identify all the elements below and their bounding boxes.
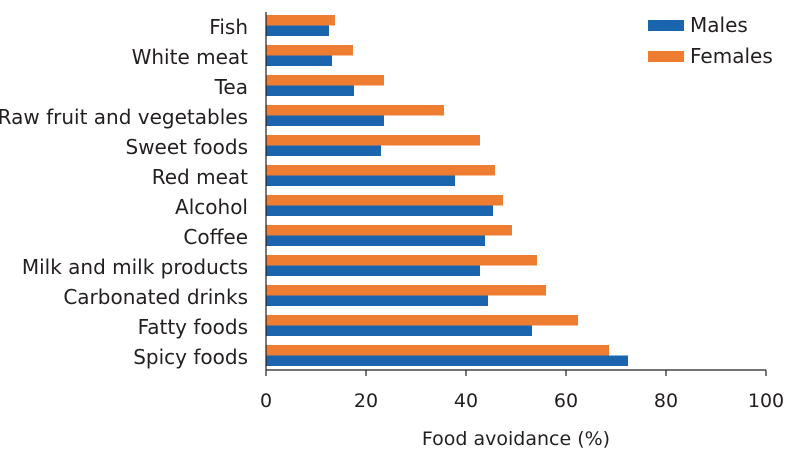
x-axis [265,12,766,371]
bar-males-fatty-foods [266,325,532,336]
legend-swatch-females [648,51,684,62]
bar-females-carbonated-drinks [266,285,546,296]
bar-males-red-meat [266,175,455,186]
bar-females-raw-fruit-and-vegetables [266,105,444,116]
bar-females-coffee [266,225,512,236]
bar-males-spicy-foods [266,355,628,366]
category-label-spicy-foods: Spicy foods [133,345,248,369]
category-label-red-meat: Red meat [152,165,248,189]
bar-females-alcohol [266,195,503,206]
bar-females-milk-and-milk-products [266,255,537,266]
bar-males-alcohol [266,205,493,216]
x-tick-label-40: 40 [454,390,478,412]
bar-males-fish [266,25,329,36]
bar-females-fish [266,15,335,26]
bar-males-tea [266,85,354,96]
category-label-coffee: Coffee [183,225,248,249]
bars-group [266,15,628,366]
bar-males-carbonated-drinks [266,295,488,306]
bar-females-spicy-foods [266,345,609,356]
category-label-sweet-foods: Sweet foods [126,135,249,159]
category-label-white-meat: White meat [132,45,249,69]
category-label-alcohol: Alcohol [175,195,248,219]
x-axis-label: Food avoidance (%) [422,428,610,450]
bar-females-tea [266,75,384,86]
bar-females-sweet-foods [266,135,480,146]
bar-males-raw-fruit-and-vegetables [266,115,384,126]
category-label-carbonated-drinks: Carbonated drinks [63,285,248,309]
category-label-fatty-foods: Fatty foods [138,315,248,339]
x-tick-labels: 0 20 40 60 80 100 [260,370,784,412]
bar-females-red-meat [266,165,495,176]
legend: Males Females [648,13,773,68]
bar-males-sweet-foods [266,145,381,156]
bar-females-fatty-foods [266,315,578,326]
x-tick-label-60: 60 [554,390,578,412]
category-label-tea: Tea [214,75,248,99]
x-tick-label-80: 80 [654,390,678,412]
x-tick-label-20: 20 [354,390,378,412]
legend-label-females: Females [690,44,773,68]
bar-males-coffee [266,235,485,246]
category-label-raw-fruit-and-vegetables: Raw fruit and vegetables [0,105,248,129]
x-tick-label-0: 0 [260,390,272,412]
legend-label-males: Males [690,13,748,37]
category-label-fish: Fish [209,15,248,39]
bar-males-milk-and-milk-products [266,265,480,276]
x-tick-label-100: 100 [748,390,784,412]
bar-females-white-meat [266,45,353,56]
bar-males-white-meat [266,55,332,66]
category-labels: Fish White meat Tea Raw fruit and vegetable… [0,15,248,369]
legend-swatch-males [648,20,684,31]
category-label-milk-and-milk-products: Milk and milk products [22,255,248,279]
